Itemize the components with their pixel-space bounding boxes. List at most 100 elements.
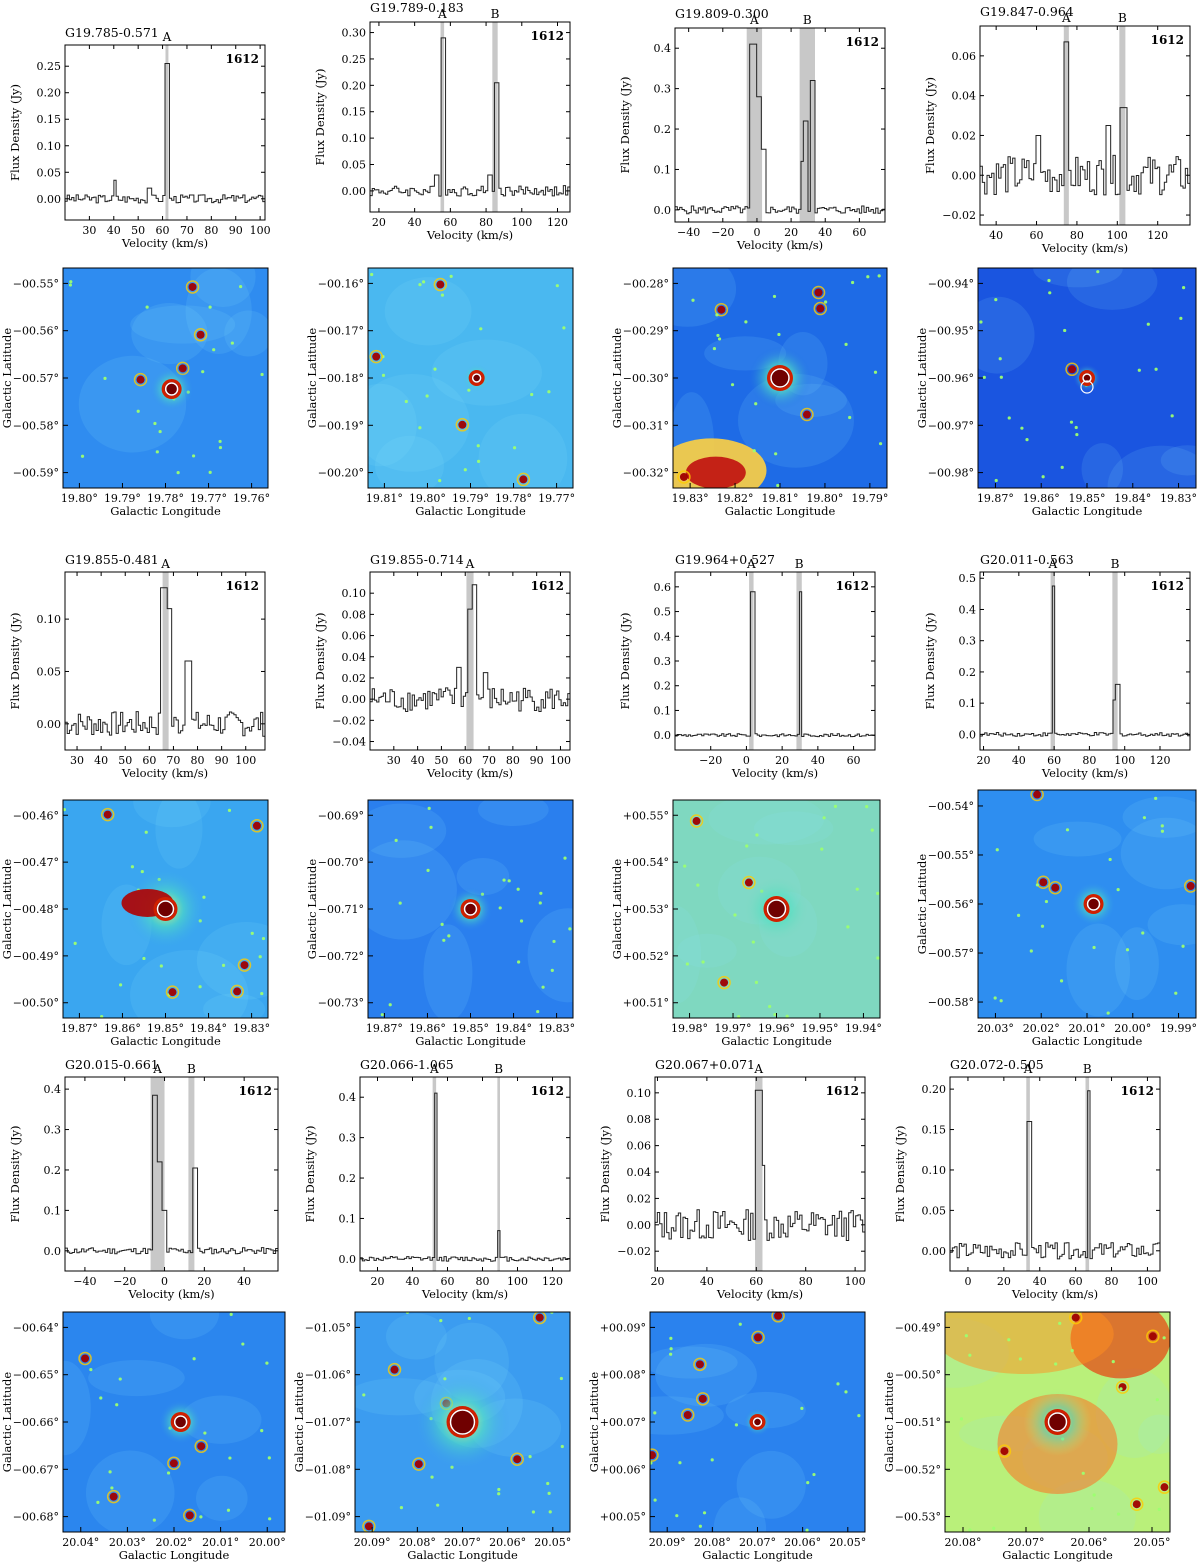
x-tick-label: 20.01° — [202, 1536, 239, 1549]
y-tick-label: 0.3 — [654, 83, 672, 96]
x-tick-label: 40 — [1012, 754, 1026, 767]
x-tick-label: 20.07° — [1008, 1536, 1045, 1549]
spectrum-title: G19.964+0.527 — [675, 552, 775, 567]
x-tick-label: 19.94° — [845, 1022, 882, 1035]
y-tick-label: 0.2 — [654, 123, 672, 136]
x-tick-label: 20 — [371, 1275, 385, 1288]
velocity-band-A — [162, 572, 169, 750]
x-tick-label: 19.86° — [409, 1022, 446, 1035]
y-tick-label: −00.18° — [318, 372, 364, 385]
y-axis-label: Flux Density (Jy) — [618, 76, 632, 173]
x-tick-label: 40 — [1033, 1275, 1047, 1288]
x-tick-label: 20.03° — [977, 1022, 1014, 1035]
spectrum-axes — [64, 1076, 279, 1272]
x-tick-label: 20 — [775, 754, 789, 767]
x-tick-label: 80 — [799, 1275, 813, 1288]
x-tick-label: 19.97° — [715, 1022, 752, 1035]
y-tick-label: 0.3 — [44, 1124, 62, 1137]
band-label-A: A — [1047, 557, 1057, 571]
velocity-band-A — [749, 572, 754, 750]
y-tick-label: 0.1 — [654, 704, 672, 717]
x-tick-label: 20.09° — [354, 1536, 391, 1549]
band-label-A: A — [437, 7, 447, 21]
y-tick-label: 0.5 — [959, 572, 977, 585]
x-tick-label: 40 — [989, 229, 1003, 242]
transition-label: 1612 — [1151, 33, 1184, 47]
y-tick-label: −00.49° — [895, 1321, 941, 1334]
x-tick-label: −40 — [73, 1275, 96, 1288]
spectrum-line — [370, 37, 571, 197]
y-tick-label: +00.53° — [623, 903, 669, 916]
y-tick-label: −00.47° — [13, 856, 59, 869]
y-tick-label: 0.0 — [44, 1245, 62, 1258]
spectrum-axes — [654, 1076, 866, 1272]
y-tick-label: −00.30° — [623, 372, 669, 385]
transition-label: 1612 — [239, 1084, 272, 1098]
y-tick-label: 0.4 — [44, 1083, 62, 1096]
y-tick-label: 0.15 — [922, 1124, 947, 1137]
x-axis-label: Velocity (km/s) — [716, 1287, 803, 1301]
y-tick-label: 0.00 — [37, 193, 62, 206]
x-axis-label: Velocity (km/s) — [731, 766, 818, 780]
spectrum-panel-7: A B −20 0 20 40 60 0.0 0.1 0.2 0.3 0.4 0.5 0.6 G19.964… — [618, 552, 876, 780]
band-label-A: A — [162, 30, 172, 44]
x-axis-label: Velocity (km/s) — [127, 1287, 214, 1301]
y-tick-label: −01.06° — [305, 1369, 351, 1382]
map-panel-1: 19.80° 19.79° 19.78° 19.77° 19.76° −00.55° −00… — [0, 267, 270, 518]
x-tick-label: 19.85° — [452, 1022, 489, 1035]
x-tick-label: 0 — [743, 754, 750, 767]
x-tick-label: 19.87° — [61, 1022, 98, 1035]
y-axis-label: Flux Density (Jy) — [8, 612, 22, 709]
x-tick-label: 19.83° — [233, 1022, 270, 1035]
transition-label: 1612 — [1151, 579, 1184, 593]
y-axis-label: Galactic Latitude — [305, 859, 319, 960]
x-tick-label: 20.07° — [444, 1536, 481, 1549]
band-label-B: B — [187, 1062, 196, 1076]
velocity-band-A — [755, 1077, 763, 1271]
spectrum-title: G20.067+0.071 — [655, 1057, 755, 1072]
band-label-A: A — [429, 1062, 439, 1076]
spectrum-axes — [674, 571, 876, 751]
x-tick-label: 100 — [1107, 229, 1128, 242]
y-tick-label: −00.53° — [895, 1511, 941, 1524]
y-tick-label: 0.02 — [627, 1192, 652, 1205]
x-tick-label: 100 — [235, 754, 256, 767]
x-axis-label: Galactic Longitude — [415, 1034, 526, 1048]
x-tick-label: 40 — [700, 1275, 714, 1288]
y-tick-label: +00.08° — [600, 1369, 646, 1382]
position-marker — [173, 1415, 188, 1429]
x-tick-label: 20.05° — [829, 1536, 866, 1549]
x-tick-label: 20.01° — [1069, 1022, 1106, 1035]
spectrum-line — [360, 1092, 571, 1262]
map-panel-5: 19.87° 19.86° 19.85° 19.84° 19.83° −00.46° −00… — [0, 799, 270, 1048]
band-label-A: A — [160, 557, 170, 571]
spectrum-line — [675, 43, 886, 215]
y-tick-label: +00.55° — [623, 809, 669, 822]
x-axis-label: Galactic Longitude — [119, 1548, 230, 1562]
y-tick-label: −0.02 — [942, 209, 976, 222]
y-tick-label: 0.25 — [37, 60, 62, 73]
y-tick-label: −00.31° — [623, 419, 669, 432]
band-label-A: A — [152, 1062, 162, 1076]
spectrum-axes — [979, 25, 1191, 226]
x-tick-label: 20 — [784, 226, 798, 239]
velocity-band-B — [497, 1077, 500, 1271]
x-axis-label: Velocity (km/s) — [1041, 241, 1128, 255]
y-axis-label: Galactic Latitude — [587, 1372, 601, 1473]
x-tick-label: 50 — [434, 754, 448, 767]
y-tick-label: −00.66° — [13, 1416, 59, 1429]
y-tick-label: 0.20 — [922, 1083, 947, 1096]
y-tick-label: 0.00 — [37, 718, 62, 731]
map-panel-9: 20.04° 20.03° 20.02° 20.01° 20.00° −00.64° −00… — [0, 1311, 286, 1562]
y-tick-label: −01.07° — [305, 1416, 351, 1429]
x-tick-label: 90 — [530, 754, 544, 767]
y-tick-label: −00.16° — [318, 277, 364, 290]
spectrum-axes — [979, 571, 1191, 751]
y-tick-label: −00.68° — [13, 1511, 59, 1524]
spectrum-panel-4: A B 40 60 80 100 120 −0.02 0.00 0.02 0.04 0.06 G19.8… — [923, 4, 1191, 255]
x-tick-label: 20.02° — [156, 1536, 193, 1549]
y-tick-label: 0.3 — [654, 655, 672, 668]
x-tick-label: 19.80° — [61, 492, 98, 505]
spectrum-title: G20.011-0.563 — [980, 552, 1074, 567]
y-tick-label: −00.96° — [928, 372, 974, 385]
